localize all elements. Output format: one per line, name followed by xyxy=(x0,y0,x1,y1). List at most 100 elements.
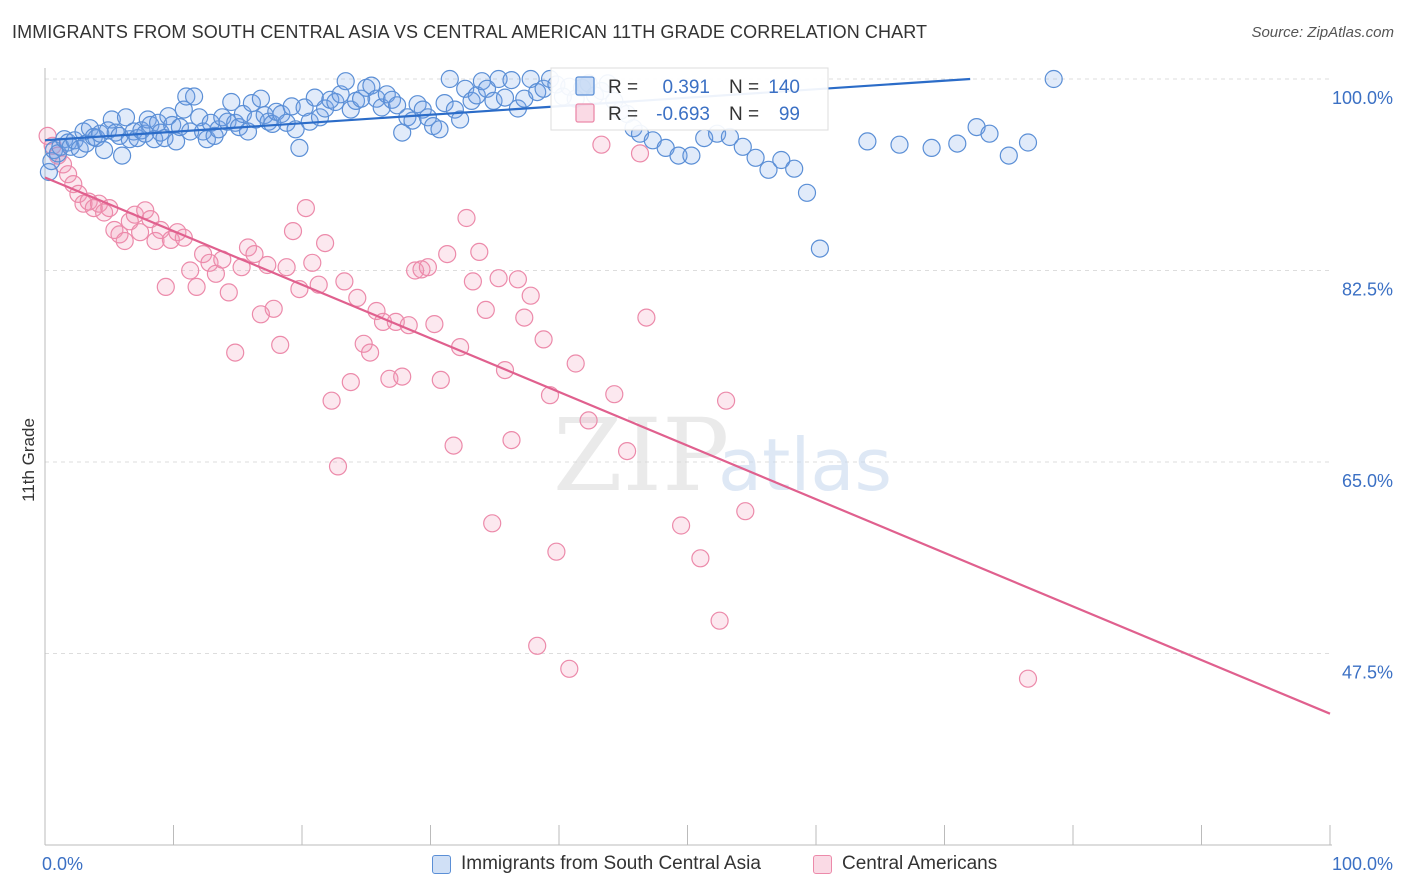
data-point xyxy=(467,86,486,105)
data-point xyxy=(251,89,270,108)
stats-swatch xyxy=(575,103,595,123)
data-point xyxy=(219,283,238,302)
data-point xyxy=(218,112,237,131)
legend-item-central-americans[interactable]: Central Americans xyxy=(813,851,997,877)
data-point xyxy=(131,223,150,242)
y-tick-label: 100.0% xyxy=(1332,88,1393,108)
y-tick-label: 47.5% xyxy=(1342,663,1393,683)
data-point xyxy=(484,91,503,111)
data-point xyxy=(39,162,59,182)
data-point xyxy=(617,442,637,461)
data-point xyxy=(388,96,407,115)
data-point xyxy=(746,148,765,167)
data-point xyxy=(316,234,335,253)
data-point xyxy=(156,277,175,296)
data-point xyxy=(759,160,778,179)
legend-label: Central Americans xyxy=(842,853,998,874)
data-point xyxy=(418,108,437,127)
data-point xyxy=(463,272,482,291)
data-point xyxy=(566,354,585,373)
legend-swatch-blue xyxy=(432,854,451,874)
data-point xyxy=(922,138,941,157)
data-point xyxy=(671,516,691,535)
stats-legend-box xyxy=(550,67,829,131)
x-tick-label: 100.0% xyxy=(1332,854,1393,874)
watermark-zip: ZIP xyxy=(553,397,729,514)
data-point xyxy=(367,89,386,108)
data-point xyxy=(167,132,186,151)
data-point xyxy=(669,146,688,165)
data-point xyxy=(515,308,534,327)
chart-title: IMMIGRANTS FROM SOUTH CENTRAL ASIA VS CE… xyxy=(12,22,928,42)
data-point xyxy=(470,242,489,261)
data-point xyxy=(710,611,729,630)
data-point xyxy=(336,72,355,91)
stats-swatch xyxy=(575,76,595,96)
data-point xyxy=(328,457,348,476)
data-point xyxy=(393,367,412,386)
data-point xyxy=(579,411,598,430)
data-point xyxy=(890,135,909,154)
grid-lines xyxy=(45,78,1330,654)
data-point xyxy=(146,231,165,251)
data-point xyxy=(58,165,78,184)
data-point xyxy=(980,124,999,143)
data-point xyxy=(691,549,710,568)
data-point xyxy=(630,144,650,163)
data-point xyxy=(382,90,402,109)
data-point xyxy=(425,315,444,334)
y-tick-label: 65.0% xyxy=(1342,471,1393,491)
data-point xyxy=(361,343,380,362)
data-point xyxy=(1044,69,1063,89)
data-point xyxy=(521,286,540,305)
data-point xyxy=(431,370,450,389)
data-point xyxy=(438,245,457,264)
stats-n-label: N = xyxy=(729,77,759,98)
data-point xyxy=(238,238,258,257)
data-point xyxy=(185,87,204,106)
trend-line-pink xyxy=(44,176,1331,715)
data-point xyxy=(560,659,579,678)
data-point xyxy=(483,514,502,533)
data-point xyxy=(736,502,755,521)
data-point xyxy=(112,146,132,165)
data-point xyxy=(457,208,476,228)
data-point xyxy=(547,542,566,561)
data-point xyxy=(352,89,371,108)
data-point xyxy=(116,108,136,127)
data-point xyxy=(785,159,804,178)
data-point xyxy=(303,253,322,272)
data-point xyxy=(430,120,449,139)
data-point xyxy=(418,258,437,277)
stats-n-value: 140 xyxy=(768,77,800,98)
data-point xyxy=(177,87,196,106)
data-point xyxy=(245,245,264,264)
data-point xyxy=(272,104,291,124)
data-point xyxy=(637,308,656,327)
data-point xyxy=(283,222,303,241)
data-point xyxy=(282,97,301,116)
data-point xyxy=(772,150,791,170)
data-point xyxy=(797,183,817,202)
y-axis-label: 11th Grade xyxy=(19,418,38,502)
data-point xyxy=(341,373,360,392)
data-point xyxy=(226,343,245,362)
data-point xyxy=(592,135,611,154)
data-point xyxy=(716,391,736,410)
legend-item-south-central-asia[interactable]: Immigrants from South Central Asia xyxy=(432,851,761,877)
chart-source: Source: ZipAtlas.com xyxy=(1251,24,1394,41)
data-point xyxy=(534,330,553,349)
data-point xyxy=(502,70,521,90)
data-point xyxy=(53,155,73,174)
data-point xyxy=(94,141,114,160)
watermark-atlas: atlas xyxy=(718,423,892,507)
data-point xyxy=(159,107,178,126)
data-point xyxy=(462,91,481,111)
stats-r-label: R = xyxy=(608,77,638,98)
data-point xyxy=(444,436,463,455)
x-tick-label: 0.0% xyxy=(42,854,83,874)
data-point xyxy=(277,258,296,277)
data-point xyxy=(682,146,701,165)
